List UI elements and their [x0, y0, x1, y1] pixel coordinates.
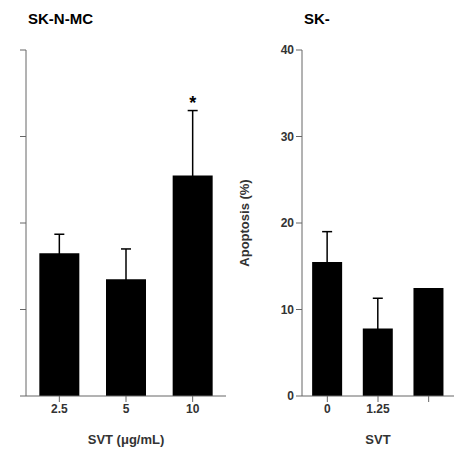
svg-text:5: 5 [123, 402, 130, 416]
svg-text:0: 0 [287, 389, 294, 403]
html-text:SK-: SK- [304, 10, 330, 27]
svg-text:10: 10 [186, 402, 200, 416]
svg-text:*: * [189, 93, 196, 113]
svg-text:40: 40 [281, 43, 295, 57]
svg-text:Apoptosis (%): Apoptosis (%) [237, 179, 252, 266]
svg-text:1.25: 1.25 [366, 402, 390, 416]
svg-text:0: 0 [324, 402, 331, 416]
svg-text:2.5: 2.5 [51, 402, 68, 416]
svg-text:SVT (μg/mL): SVT (μg/mL) [88, 432, 165, 447]
svg-text:SVT: SVT [365, 432, 390, 447]
svg-text:30: 30 [281, 130, 295, 144]
html-text:SK-N-MC: SK-N-MC [28, 10, 93, 27]
svg-text:20: 20 [281, 216, 295, 230]
svg-text:10: 10 [281, 303, 295, 317]
